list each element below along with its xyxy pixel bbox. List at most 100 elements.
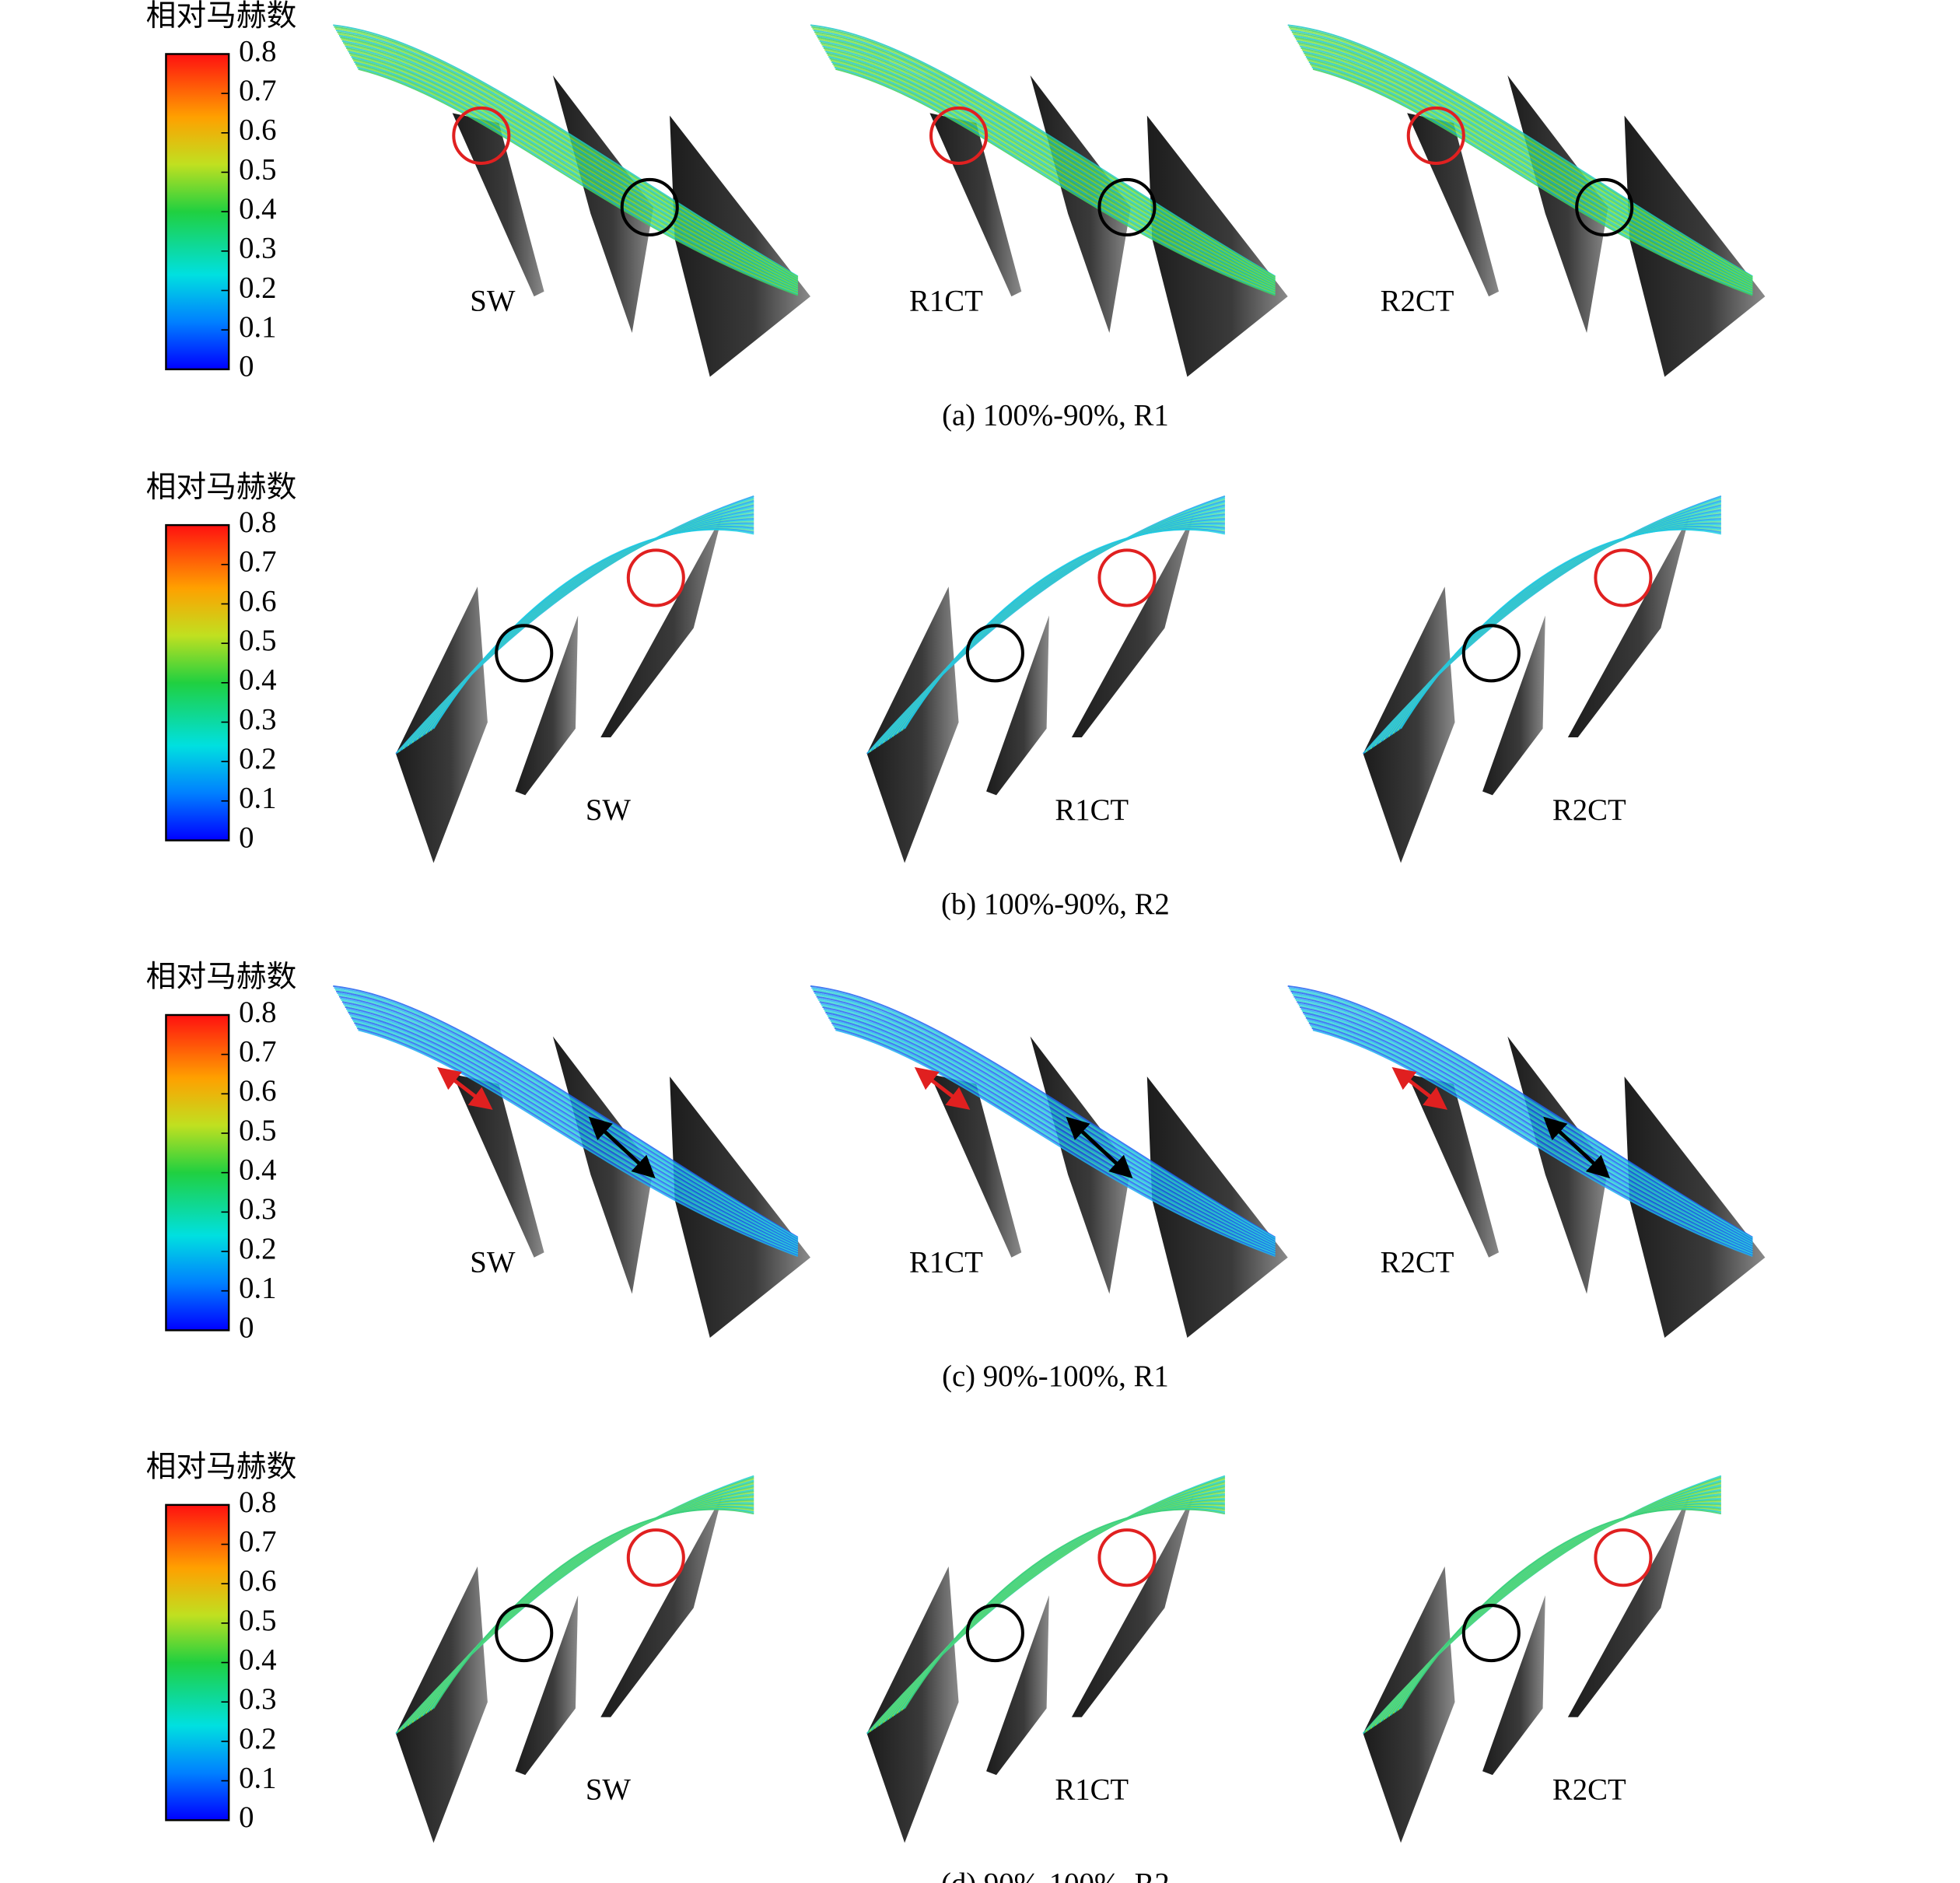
streamline [833,65,1276,295]
streamline [354,61,799,293]
highlight-circle [1461,1604,1521,1663]
streamline [1293,33,1753,282]
streamline [345,47,799,287]
streamline [1298,1004,1753,1247]
streamline [904,528,1226,730]
highlight-circle [1097,1528,1157,1587]
colorbar-title: 相对马赫数 [146,1450,297,1485]
colorbar-tick-label: 0 [239,1801,254,1834]
highlight-circle [626,1528,685,1587]
streamline [1302,51,1753,289]
streamline [830,1020,1276,1254]
flow-view: R1CT [810,985,1288,1339]
streamline [821,1004,1276,1247]
colorbar-tick-label: 0.3 [239,1192,276,1226]
streamline [352,1018,799,1253]
blade [515,615,579,796]
highlight-circle [1594,548,1653,607]
caption: (b) 100%-90%, R2 [941,887,1170,921]
streamline [1294,37,1753,282]
flow-view: SW [395,1475,754,1843]
streamline [832,1024,1276,1255]
streamline [338,994,799,1242]
arrow [1066,1116,1133,1179]
streamline [825,51,1276,289]
blade-label: SW [470,1245,516,1279]
streamline [1309,1024,1753,1255]
streamline [824,1010,1276,1249]
streamline [341,1001,799,1245]
flow-view: R2CT [1362,495,1722,863]
blade [1567,1494,1690,1717]
arrow [914,1067,971,1110]
colorbar-tick-label: 0.1 [239,1272,276,1305]
streamline [1311,65,1753,295]
streamline [819,40,1276,284]
flow-view: SW [333,985,810,1339]
streamline [358,68,799,296]
streamline [348,51,799,289]
streamline [1304,54,1753,290]
highlight-circle [965,624,1024,683]
streamline [350,1015,799,1251]
blade-label: R1CT [909,1245,983,1279]
streamline [1297,41,1753,285]
streamline [818,38,1276,283]
streamline [344,1004,799,1247]
streamline [1307,1020,1753,1254]
blade [1363,1566,1455,1843]
colorbar-tick-label: 0.5 [239,1604,276,1637]
colorbar-tick-label: 0.8 [239,996,276,1029]
streamline [1307,58,1753,292]
blade-label: R1CT [909,285,983,318]
flow-view: R2CT [1287,24,1766,377]
streamline [355,63,799,294]
streamline [337,992,799,1241]
blade [600,515,723,738]
streamline [1293,996,1753,1243]
streamline [831,61,1276,293]
streamline [820,41,1276,285]
streamline [357,1027,799,1257]
streamline [352,59,799,292]
streamline [1290,27,1753,279]
streamline [333,24,799,278]
streamline [823,1008,1276,1248]
streamline [1309,63,1753,294]
streamline [335,30,799,280]
streamline [354,1022,799,1255]
colorbar-tick-label: 0.6 [239,1564,276,1598]
streamline [1291,31,1753,281]
streamline [1293,34,1753,282]
streamline [333,985,799,1238]
streamline [1291,992,1753,1241]
flow-view: R2CT [1287,985,1766,1339]
streamline [348,1013,799,1251]
streamline [1305,1017,1753,1252]
flow-view: R1CT [866,495,1226,863]
blade [1363,586,1455,863]
streamline [1297,1001,1753,1245]
colorbar-title: 相对马赫数 [146,0,297,33]
colorbar-title: 相对马赫数 [146,470,297,505]
streamline [345,45,799,286]
streamline [814,992,1276,1241]
streamline [904,1508,1226,1710]
streamline [348,52,799,289]
streamline [822,45,1276,286]
streamline [815,994,1276,1242]
streamline [1288,26,1753,278]
colorbar [165,1503,230,1822]
streamline [1302,1011,1753,1250]
caption: (c) 90%-100%, R1 [942,1360,1169,1393]
streamline [1297,40,1753,284]
blade [395,586,488,863]
streamline [347,1010,799,1249]
arrow [1391,1067,1448,1110]
colorbar-tick-label: 0 [239,821,254,854]
blade-label: R1CT [1055,1773,1129,1807]
highlight-circle [965,1604,1024,1663]
